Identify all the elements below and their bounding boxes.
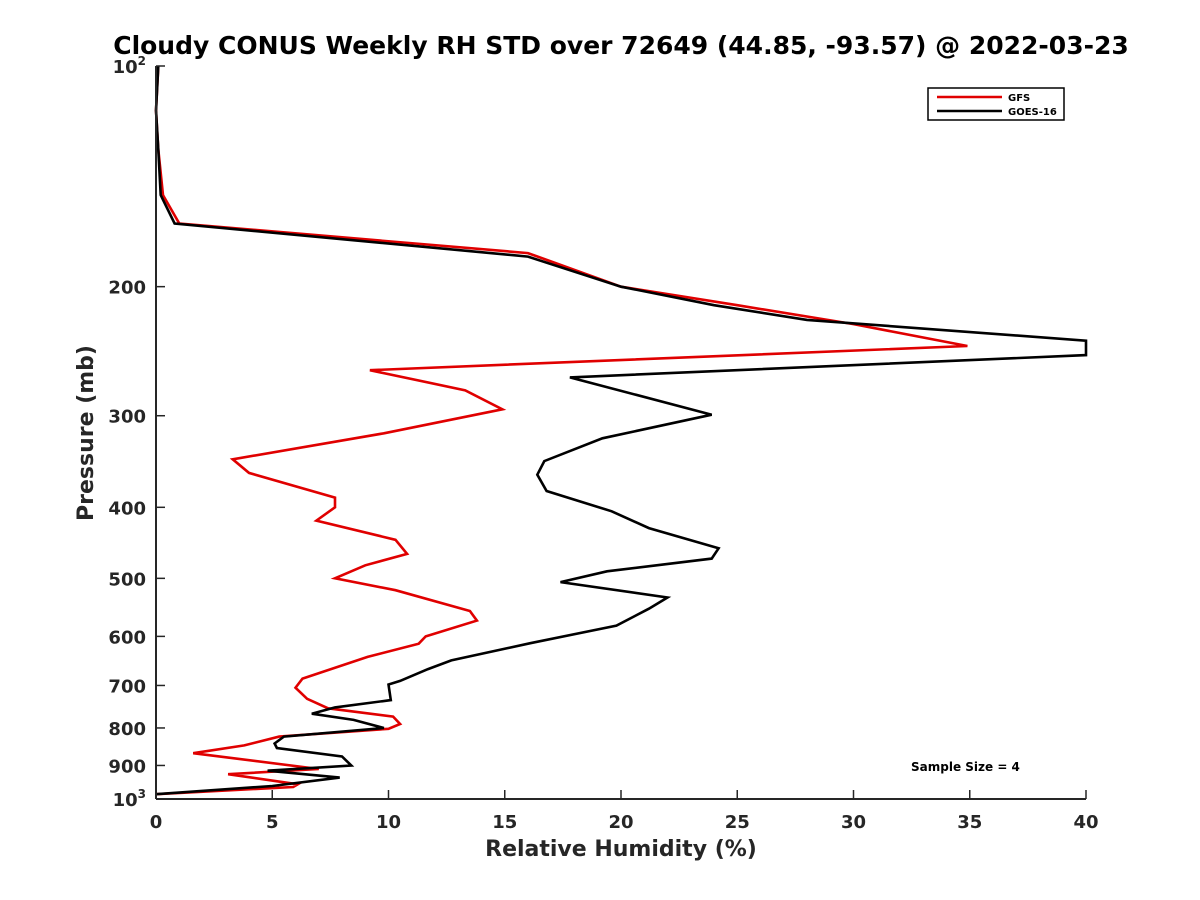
series-line-goes-16 [154, 65, 1088, 796]
legend-label-gfs: GFS [1008, 93, 1030, 104]
y-tick-label: 600 [108, 627, 146, 648]
y-tick-label: 102 [113, 54, 146, 78]
y-tick-label: 700 [108, 676, 146, 697]
x-tick-label: 5 [266, 812, 279, 833]
y-tick-label: 300 [108, 407, 146, 428]
x-tick-label: 20 [608, 812, 633, 833]
x-tick-label: 10 [376, 812, 401, 833]
x-tick-label: 35 [957, 812, 982, 833]
x-axis-ticks: 0 5 10 15 20 25 30 35 40 [150, 790, 1099, 833]
series-layer [154, 65, 1088, 796]
x-tick-label: 30 [841, 812, 866, 833]
legend-label-goes16: GOES-16 [1008, 107, 1057, 118]
y-tick-label: 900 [108, 756, 146, 777]
x-tick-label: 15 [492, 812, 517, 833]
sample-size-annotation: Sample Size = 4 [911, 760, 1020, 774]
x-axis-label: Relative Humidity (%) [485, 837, 757, 862]
chart-title: Cloudy CONUS Weekly RH STD over 72649 (4… [113, 31, 1129, 60]
legend: GFS GOES-16 [927, 87, 1065, 121]
y-axis-ticks: 102 200 300 400 500 600 700 800 900 103 [108, 54, 165, 811]
x-tick-label: 0 [150, 812, 163, 833]
y-tick-label: 500 [108, 569, 146, 590]
legend-box [927, 87, 1065, 121]
y-axis-label: Pressure (mb) [74, 345, 99, 521]
y-tick-label: 200 [108, 278, 146, 299]
y-tick-label: 400 [108, 498, 146, 519]
plot-area: 0 5 10 15 20 25 30 35 40 102 200 300 400 500 600 700 80… [108, 54, 1098, 833]
y-tick-label: 103 [113, 787, 146, 811]
x-tick-label: 25 [725, 812, 750, 833]
y-tick-label: 800 [108, 719, 146, 740]
x-tick-label: 40 [1073, 812, 1098, 833]
